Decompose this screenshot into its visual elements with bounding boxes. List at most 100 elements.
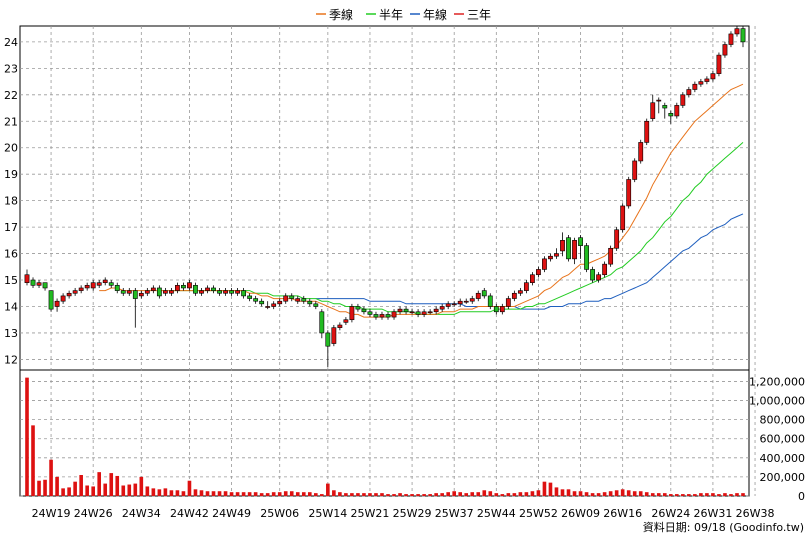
candle: [187, 280, 192, 291]
candle: [120, 287, 126, 296]
volume-bar: [729, 494, 733, 496]
volume-bar: [61, 488, 65, 496]
legend: 季線 半年 年線 三年: [316, 7, 491, 22]
candle-body: [403, 308, 409, 313]
candle: [668, 110, 674, 124]
candle-body: [60, 295, 66, 302]
price-axis: 12 13 14 15 16 17 18 19 20 21 22 23 24: [4, 36, 18, 367]
candle-body: [728, 33, 734, 45]
candle: [722, 41, 728, 58]
candle-body: [530, 274, 535, 283]
volume-bar: [596, 493, 601, 496]
candle: [307, 298, 313, 307]
candle: [584, 242, 589, 273]
candle-body: [277, 300, 283, 305]
candle: [168, 287, 174, 296]
candle-body: [578, 237, 583, 246]
legend-label-quarter: 季線: [329, 7, 353, 22]
time-tick-label: 26W24: [651, 507, 690, 520]
volume-bar: [25, 377, 29, 496]
time-tick-label: 25W37: [435, 507, 474, 520]
candle: [313, 301, 319, 310]
candle: [566, 235, 571, 262]
volume-bar: [452, 491, 456, 496]
volume-axis: 0 200,000 400,000 600,000 800,000 1,000,000 1,…: [749, 375, 805, 503]
volume-bar: [620, 489, 625, 496]
volume-bar: [283, 491, 288, 496]
volume-bar: [428, 494, 432, 496]
candle: [409, 309, 415, 315]
candle: [632, 158, 638, 183]
volume-bar: [380, 493, 384, 496]
volume-bar: [668, 494, 673, 496]
time-tick-label: 25W21: [351, 507, 390, 520]
candle: [259, 298, 265, 307]
candle: [716, 52, 722, 77]
candle: [289, 293, 295, 302]
candle: [241, 287, 247, 299]
candle: [247, 293, 253, 302]
candle-body: [590, 269, 595, 281]
candle: [445, 301, 451, 310]
candle-body: [698, 81, 704, 85]
candle-body: [30, 279, 36, 286]
candle: [361, 306, 367, 315]
candle-body: [265, 306, 271, 308]
volume-bar: [229, 492, 234, 496]
candle-body: [704, 78, 710, 82]
candle-body: [475, 292, 481, 299]
volume-bar: [554, 487, 559, 496]
candle-body: [602, 263, 608, 276]
candle: [554, 248, 559, 259]
candle: [343, 317, 349, 326]
candle: [680, 92, 686, 109]
candle-body: [686, 89, 692, 96]
volume-bar: [344, 493, 348, 496]
volume-bar: [458, 492, 463, 496]
volume-bar: [85, 485, 89, 496]
candle: [511, 290, 517, 302]
candle: [36, 280, 42, 288]
volume-bar: [464, 493, 469, 496]
volume-bar: [572, 491, 577, 496]
candle-body: [90, 282, 96, 289]
volume-bar: [717, 494, 721, 496]
candle: [301, 295, 307, 304]
volume-bar: [422, 494, 426, 496]
candle: [734, 26, 740, 37]
candle-body: [505, 298, 511, 307]
candle-body: [132, 290, 138, 299]
volume-bar: [518, 492, 523, 496]
candle-body: [325, 332, 331, 347]
candle: [421, 309, 427, 318]
volume-bar: [632, 491, 637, 496]
volume-bar: [512, 493, 517, 496]
volume-bar: [446, 492, 450, 496]
volume-bar: [626, 490, 631, 496]
volume-bar: [350, 493, 354, 496]
volume-tick-label: 800,000: [760, 414, 806, 427]
time-tick-label: 26W31: [693, 507, 732, 520]
volume-bar: [548, 482, 553, 496]
volume-bar: [500, 494, 505, 496]
candle: [602, 261, 608, 278]
price-tick-label: 21: [4, 115, 18, 128]
candle: [728, 31, 734, 48]
candle: [626, 176, 632, 209]
candle-body: [54, 300, 60, 307]
time-tick-label: 24W26: [74, 507, 113, 520]
candle: [439, 303, 445, 312]
candle: [331, 325, 337, 347]
volume-bar: [91, 486, 95, 496]
candle: [319, 309, 325, 339]
volume-bar: [368, 493, 372, 496]
candle-body: [523, 282, 529, 291]
price-tick-label: 15: [4, 274, 18, 287]
candle: [325, 330, 331, 368]
candle-body: [96, 282, 102, 286]
volume-bar: [506, 493, 511, 496]
volume-tick-label: 200,000: [760, 471, 806, 484]
candle-body: [560, 240, 565, 252]
volume-bar: [608, 491, 613, 496]
